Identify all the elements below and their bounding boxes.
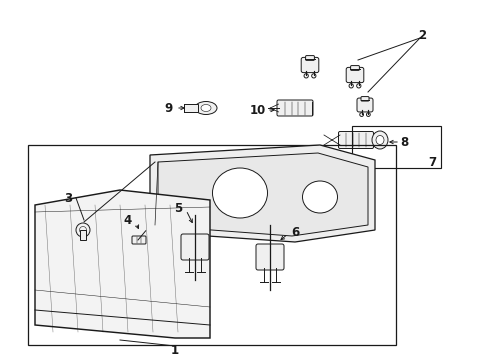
Polygon shape: [35, 190, 210, 338]
Text: 10: 10: [250, 104, 266, 117]
Text: 3: 3: [64, 192, 72, 204]
Ellipse shape: [213, 168, 268, 218]
Bar: [352, 126, 441, 168]
FancyBboxPatch shape: [301, 57, 319, 73]
FancyBboxPatch shape: [339, 131, 373, 149]
Text: 5: 5: [174, 202, 182, 215]
Text: 4: 4: [124, 213, 132, 226]
Bar: [28, 145, 396, 345]
Text: 8: 8: [400, 135, 408, 149]
FancyBboxPatch shape: [351, 66, 359, 71]
Polygon shape: [158, 153, 368, 236]
FancyBboxPatch shape: [357, 98, 373, 112]
FancyBboxPatch shape: [181, 234, 209, 260]
FancyBboxPatch shape: [346, 67, 364, 82]
Ellipse shape: [201, 104, 211, 112]
Text: 1: 1: [171, 343, 179, 356]
Ellipse shape: [372, 131, 388, 149]
Text: 2: 2: [418, 28, 426, 41]
Text: 9: 9: [164, 102, 172, 114]
Text: 7: 7: [428, 156, 436, 168]
Ellipse shape: [302, 181, 338, 213]
FancyBboxPatch shape: [256, 244, 284, 270]
FancyBboxPatch shape: [306, 55, 315, 60]
Bar: [184, 104, 198, 112]
Ellipse shape: [195, 102, 217, 114]
FancyBboxPatch shape: [277, 100, 313, 116]
FancyBboxPatch shape: [361, 96, 369, 101]
Text: 6: 6: [291, 225, 299, 239]
Ellipse shape: [376, 135, 384, 144]
Polygon shape: [150, 145, 375, 242]
Bar: [80, 230, 86, 240]
FancyBboxPatch shape: [132, 236, 146, 244]
